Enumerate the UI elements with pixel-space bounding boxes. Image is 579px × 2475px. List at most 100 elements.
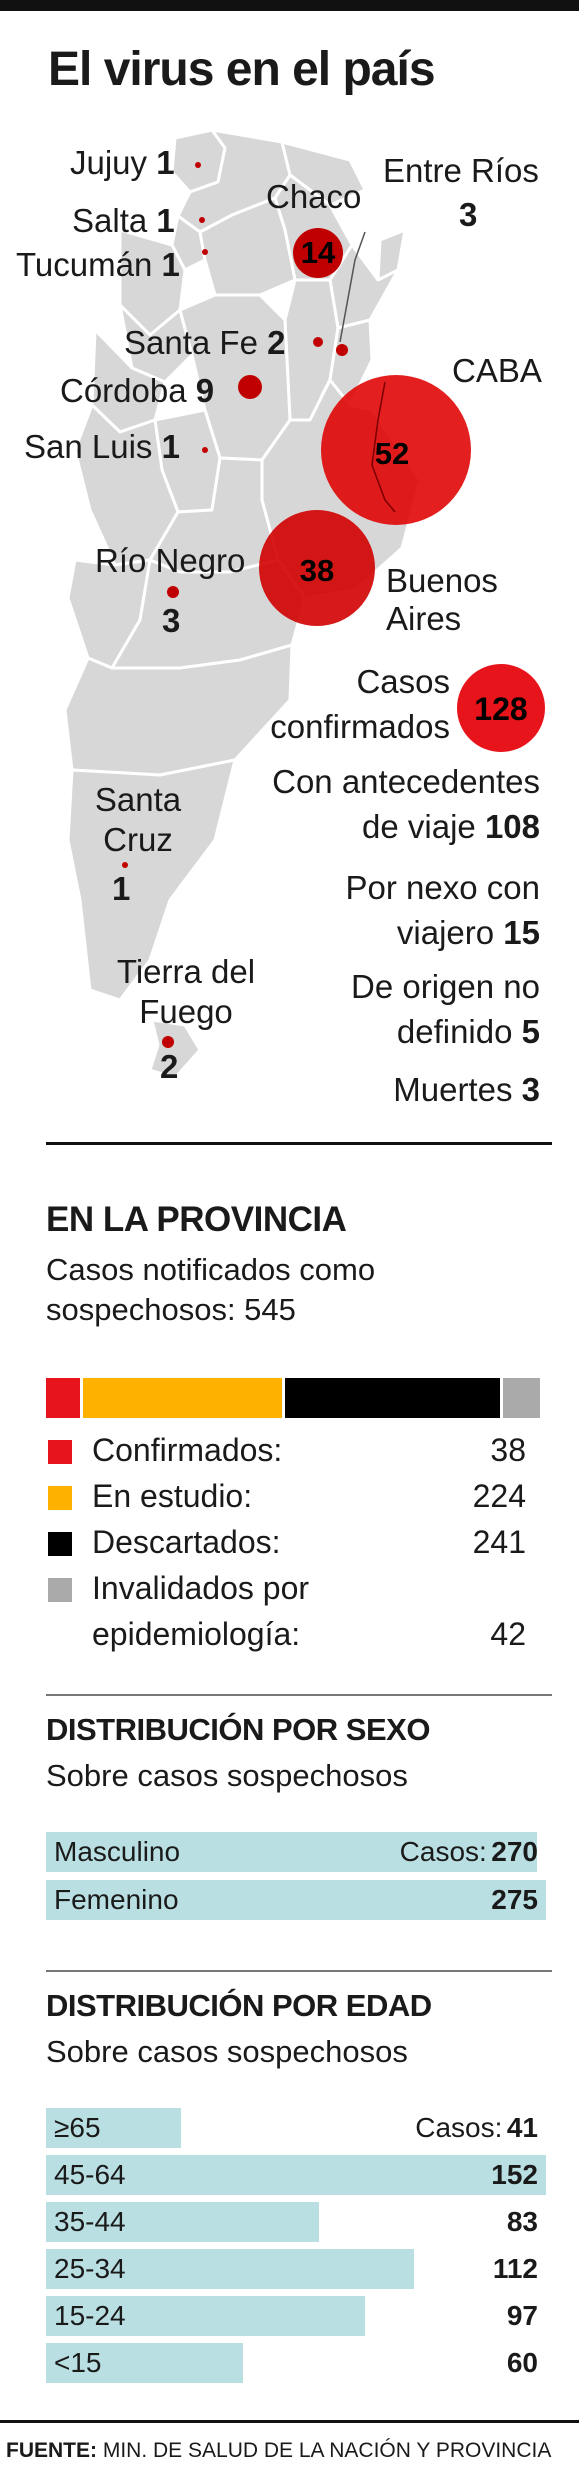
dot-rionegro xyxy=(167,586,179,598)
legend-descartados: Descartados: 241 xyxy=(46,1524,540,1570)
province-tierradelfuego xyxy=(148,1018,202,1080)
deaths-stat: Muertes 3 xyxy=(393,1071,540,1108)
legend-swatch xyxy=(48,1578,72,1602)
confirmed-value: 128 xyxy=(474,691,527,727)
argentina-map: 14 52 38 xyxy=(63,128,471,1080)
label-salta: Salta 1 xyxy=(72,202,175,239)
sexo-label: Femenino xyxy=(54,1884,179,1915)
confirmed-badge: 128 xyxy=(457,664,545,752)
edad-bar xyxy=(46,2202,320,2242)
edad-value: Casos: 41 xyxy=(415,2112,538,2144)
label-cordoba: Córdoba 9 xyxy=(60,372,215,409)
province-tucuman xyxy=(170,214,207,272)
dot-salta xyxy=(199,217,205,223)
edad-number: 41 xyxy=(506,2112,538,2143)
dot-tucuman xyxy=(202,249,208,255)
sexo-row: Masculino Casos: 270 xyxy=(46,1832,552,1872)
entrerios-value: 3 xyxy=(459,196,478,233)
divider-sexo xyxy=(46,1694,552,1696)
edad-value: 97 xyxy=(507,2300,538,2332)
undefined-stat: De origen no definido 5 xyxy=(351,968,540,1050)
edad-label: 15-24 xyxy=(54,2300,126,2331)
edad-row: 15-24 97 xyxy=(46,2296,552,2336)
legend-swatch xyxy=(48,1486,72,1510)
sexo-bar xyxy=(46,1832,537,1872)
edad-bar xyxy=(46,2249,415,2289)
provincia-heading: EN LA PROVINCIA xyxy=(46,1200,347,1239)
label-tierradelfuego: Tierra del Fuego xyxy=(116,953,256,1030)
edad-row: 45-64 152 xyxy=(46,2155,552,2195)
footer-source: FUENTE: MIN. DE SALUD DE LA NACIÓN Y PRO… xyxy=(6,2439,552,2462)
travel-stat: Con antecedentes de viaje 108 xyxy=(272,763,540,845)
edad-label: 25-34 xyxy=(54,2253,126,2284)
edad-label: ≥65 xyxy=(54,2112,101,2143)
edad-subtitle: Sobre casos sospechosos xyxy=(46,2034,408,2069)
contact-stat: Por nexo con viajero 15 xyxy=(345,869,540,951)
edad-bar xyxy=(46,2108,181,2148)
edad-number: 112 xyxy=(492,2253,538,2284)
dot-jujuy xyxy=(195,162,201,168)
stacked-segment-confirmados xyxy=(46,1378,80,1418)
footer-rule xyxy=(0,2420,579,2423)
divider xyxy=(46,1142,552,1145)
sexo-row: Femenino 275 xyxy=(46,1880,552,1920)
legend-swatch xyxy=(48,1532,72,1556)
cases-label: Casos: xyxy=(415,2112,503,2143)
sexo-value: Casos: 270 xyxy=(400,1836,538,1868)
sexo-bar xyxy=(46,1880,546,1920)
entrerios-leader-line xyxy=(339,231,366,343)
page-title: El virus en el país xyxy=(48,43,436,96)
chaco-value: 14 xyxy=(301,235,336,270)
edad-label: 35-44 xyxy=(54,2206,126,2237)
map-land xyxy=(63,128,422,1080)
edad-label: <15 xyxy=(54,2347,102,2378)
santacruz-value: 1 xyxy=(112,870,131,907)
edad-number: 60 xyxy=(506,2347,538,2378)
provincia-subtitle: Casos notificados como sospechosos: 545 xyxy=(46,1252,376,1328)
label-jujuy: Jujuy 1 xyxy=(70,144,175,181)
stacked-segment-en xyxy=(82,1378,283,1418)
edad-bar xyxy=(46,2343,244,2383)
edad-number: 83 xyxy=(506,2206,538,2237)
edad-heading: DISTRIBUCIÓN POR EDAD xyxy=(46,1988,432,2023)
label-sanluis: San Luis 1 xyxy=(24,428,180,465)
edad-value: 152 xyxy=(491,2159,538,2191)
caba-value: 52 xyxy=(375,436,409,471)
label-caba: CABA xyxy=(452,352,542,389)
edad-value: 112 xyxy=(493,2253,538,2285)
label-entrerios: Entre Ríos xyxy=(383,152,539,189)
dot-sanluis xyxy=(202,447,208,453)
province-chubut xyxy=(63,643,294,777)
legend-confirmados: Confirmados: 38 xyxy=(46,1432,540,1478)
sexo-label: Masculino xyxy=(54,1836,181,1867)
sexo-number: 270 xyxy=(491,1836,538,1867)
dot-tierradelfuego xyxy=(162,1036,174,1048)
label-rionegro: Río Negro xyxy=(95,542,246,579)
top-rule xyxy=(0,0,579,11)
edad-bar xyxy=(46,2296,366,2336)
stacked-bar xyxy=(46,1378,540,1418)
rionegro-value: 3 xyxy=(162,602,181,639)
edad-bar xyxy=(46,2155,546,2195)
dot-entrerios xyxy=(336,344,348,356)
sexo-subtitle: Sobre casos sospechosos xyxy=(46,1758,408,1793)
edad-number: 152 xyxy=(491,2159,538,2190)
sexo-number: 275 xyxy=(491,1884,538,1915)
bubble-caba xyxy=(321,375,471,525)
province-santacruz xyxy=(66,758,237,1002)
edad-value: 60 xyxy=(507,2347,538,2379)
edad-row: 25-34 112 xyxy=(46,2249,552,2289)
edad-row: <15 60 xyxy=(46,2343,552,2383)
divider-edad xyxy=(46,1970,552,1972)
label-santafe: Santa Fe 2 xyxy=(124,324,286,361)
province-formosa xyxy=(280,140,367,207)
dot-santacruz xyxy=(122,862,128,868)
edad-label: 45-64 xyxy=(54,2159,126,2190)
label-buenosaires: Buenos Aires xyxy=(386,562,498,637)
stacked-segment-descartados xyxy=(285,1378,500,1418)
legend-swatch xyxy=(48,1440,72,1464)
dot-santafe xyxy=(313,337,323,347)
sexo-heading: DISTRIBUCIÓN POR SEXO xyxy=(46,1712,430,1747)
confirmed-label: Casos confirmados xyxy=(270,663,450,745)
edad-row: 35-44 83 xyxy=(46,2202,552,2242)
